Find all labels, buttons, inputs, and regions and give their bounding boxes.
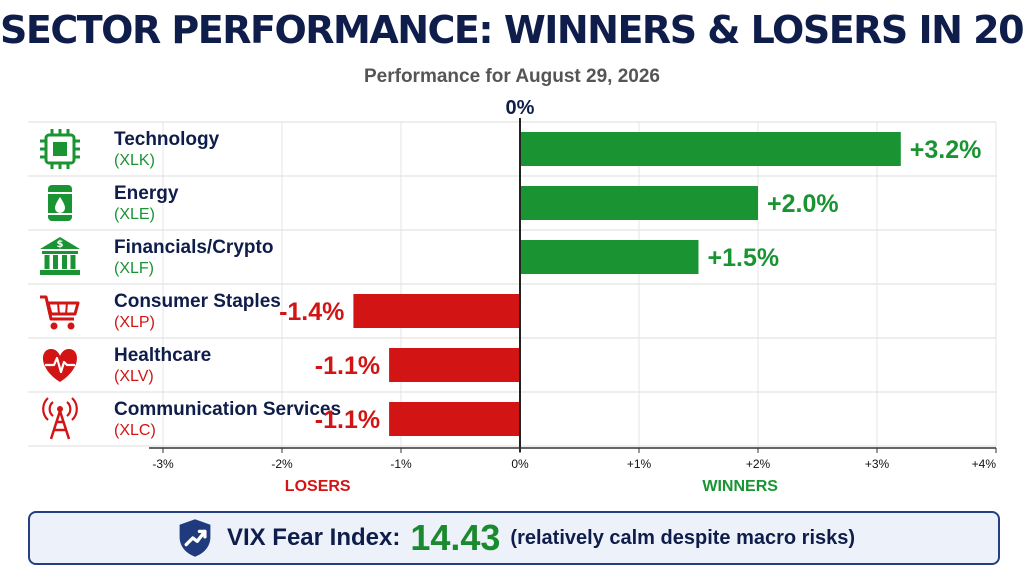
value-label: -1.1% <box>315 352 380 380</box>
value-label: -1.4% <box>279 298 344 326</box>
bank-icon: $ <box>40 237 80 275</box>
sector-ticker: (XLE) <box>114 206 155 223</box>
sector-name: Financials/Crypto <box>114 237 273 258</box>
cart-wheel <box>67 322 75 330</box>
signal-wave <box>42 397 78 421</box>
cart-slat <box>65 302 68 315</box>
zero-label-top: 0% <box>506 97 535 119</box>
signal-wave <box>48 401 72 417</box>
bank-column <box>53 255 58 269</box>
bank-dollar: $ <box>57 239 64 250</box>
oil-barrel-icon <box>48 185 72 221</box>
bar <box>520 186 758 220</box>
x-tick-label: +3% <box>865 457 890 471</box>
tower-legs <box>49 409 71 440</box>
bank-column <box>62 255 67 269</box>
x-tick-label: -1% <box>390 457 412 471</box>
tower-top <box>57 406 63 412</box>
bar <box>389 402 520 436</box>
sector-name: Communication Services <box>114 399 341 420</box>
chip-core <box>53 142 67 156</box>
bar <box>389 348 520 382</box>
losers-label: LOSERS <box>285 478 351 495</box>
shopping-cart-icon <box>40 295 80 330</box>
bank-base <box>40 270 80 275</box>
x-tick-label: +1% <box>627 457 652 471</box>
shield-chart-icon <box>179 519 211 557</box>
cart-basket <box>46 301 80 316</box>
x-tick-label: +4% <box>972 457 997 471</box>
x-tick-label: -3% <box>152 457 174 471</box>
pulse-line <box>45 356 75 374</box>
value-label: +3.2% <box>910 136 982 164</box>
cart-frame <box>40 295 74 321</box>
vix-label: VIX Fear Index: <box>226 524 401 551</box>
sector-ticker: (XLK) <box>114 152 155 169</box>
x-tick-label: -2% <box>271 457 293 471</box>
value-label: +1.5% <box>708 244 780 272</box>
cart-wheel <box>50 322 58 330</box>
vix-note: (relatively calm despite macro risks) <box>510 526 856 549</box>
value-label: -1.1% <box>315 406 380 434</box>
bank-column <box>44 255 50 269</box>
page-title: SECTOR PERFORMANCE: WINNERS & LOSERS IN … <box>0 8 1024 52</box>
sector-bar-chart: $ Technology (XLK) Energy (XLE) Financials/C… <box>28 97 997 495</box>
cart-slat <box>57 302 60 315</box>
sector-ticker: (XLP) <box>114 314 155 331</box>
value-label: +2.0% <box>767 190 839 218</box>
x-tick-label: +2% <box>746 457 771 471</box>
bank-beam <box>42 251 78 254</box>
sector-ticker: (XLC) <box>114 422 156 439</box>
chip-icon <box>40 129 80 169</box>
sector-name: Healthcare <box>114 345 211 366</box>
x-tick-label: 0% <box>511 457 529 471</box>
bank-roof <box>40 237 80 249</box>
bar <box>353 294 520 328</box>
bank-column <box>70 255 76 269</box>
chart-subtitle: Performance for August 29, 2026 <box>363 66 660 87</box>
sector-name: Consumer Staples <box>114 291 281 312</box>
sector-ticker: (XLF) <box>114 260 154 277</box>
vix-panel: VIX Fear Index: 14.43 (relatively calm d… <box>28 511 1000 565</box>
vix-value: 14.43 <box>410 517 501 558</box>
sector-name: Energy <box>114 183 179 204</box>
heartbeat-icon <box>42 349 78 382</box>
bar <box>520 240 699 274</box>
sector-ticker: (XLV) <box>114 368 154 385</box>
winners-label: WINNERS <box>702 478 778 495</box>
sector-name: Technology <box>114 129 220 150</box>
oil-drop <box>55 197 65 213</box>
bar <box>520 132 901 166</box>
radio-tower-icon <box>42 397 78 440</box>
